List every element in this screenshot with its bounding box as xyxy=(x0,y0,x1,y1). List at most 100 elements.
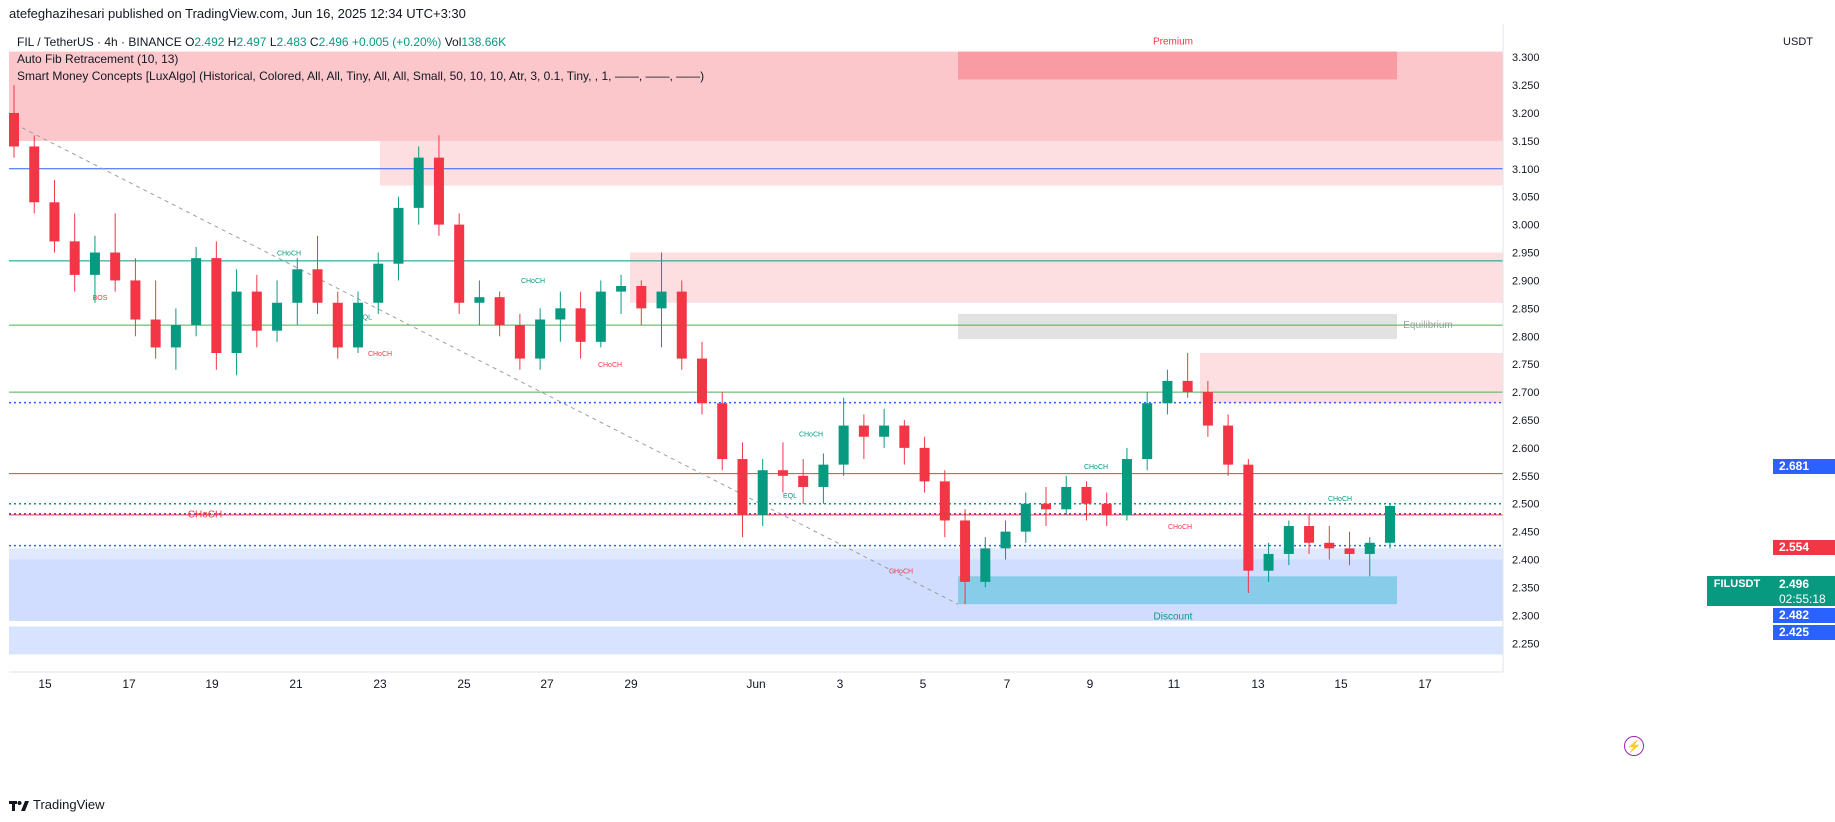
structure-label: CHoCH xyxy=(1168,524,1192,531)
price-tick-label: 2.800 xyxy=(1512,331,1540,343)
candle-body xyxy=(251,291,262,331)
last-price-label: 2.496 xyxy=(1779,577,1810,591)
candle-body xyxy=(1142,403,1153,460)
zone-premium xyxy=(9,51,1503,141)
candle-body xyxy=(1041,503,1051,510)
order-block xyxy=(958,576,1397,605)
candle-body xyxy=(879,425,890,437)
candle-body xyxy=(1162,380,1173,404)
legend-low: L2.483 xyxy=(269,35,307,49)
structure-label: CHoCH xyxy=(598,362,622,369)
candle-body xyxy=(312,269,323,303)
price-tick-label: 2.300 xyxy=(1512,610,1540,622)
publish-info: atefeghazihesari published on TradingVie… xyxy=(9,6,466,21)
candle-body xyxy=(858,425,869,437)
price-tick-label: 2.600 xyxy=(1512,443,1540,455)
candle-body xyxy=(150,319,161,348)
candle-body xyxy=(29,146,40,203)
candle-body xyxy=(939,481,950,521)
candle-body xyxy=(1385,505,1395,543)
order-block xyxy=(9,548,1503,560)
structure-label: CHoCH xyxy=(889,568,913,575)
candle-body xyxy=(332,302,343,348)
premium-label: Premium xyxy=(1153,36,1193,47)
candle-body xyxy=(1263,553,1274,571)
levels-layer: Premium Equilibrium Discount CHoCH BOS EQL CHo… xyxy=(9,36,1503,622)
candle-body xyxy=(110,252,121,281)
candle-body xyxy=(1121,459,1132,515)
candle-body xyxy=(575,308,586,342)
candle-body xyxy=(272,302,283,331)
candle-body xyxy=(373,263,384,303)
time-axis: 15 17 19 21 23 25 27 29 Jun 3 5 7 9 11 13 15 17 xyxy=(9,671,1503,691)
legend-symbol: FIL / TetherUS · 4h · BINANCE xyxy=(17,35,182,49)
candle-body xyxy=(636,286,647,309)
price-tick-label: 3.050 xyxy=(1512,192,1540,204)
price-tick-label: 2.700 xyxy=(1512,387,1540,399)
candle-body xyxy=(211,258,222,353)
price-label-2482: 2.482 xyxy=(1773,608,1835,623)
time-tick-label: 27 xyxy=(540,677,554,691)
candle-body xyxy=(1000,531,1011,549)
structure-label: CHoCH xyxy=(799,432,823,439)
legend-open: O2.492 xyxy=(185,35,225,49)
candle-body xyxy=(130,280,141,320)
candle-body xyxy=(1061,486,1072,510)
candle-body xyxy=(1081,486,1092,504)
candle-body xyxy=(1182,380,1193,393)
structure-label: CHoCH xyxy=(188,510,222,521)
price-tick-label: 2.250 xyxy=(1512,638,1540,650)
footer-brand: TradingView xyxy=(9,797,105,812)
candle-body xyxy=(838,425,849,465)
price-tick-label: 3.150 xyxy=(1512,136,1540,148)
price-tick-label: 3.250 xyxy=(1512,80,1540,92)
structure-label: CHoCH xyxy=(521,278,545,285)
price-tick-label: 3.200 xyxy=(1512,108,1540,120)
time-tick-label: Jun xyxy=(746,677,765,691)
candle-body xyxy=(676,291,687,359)
candle-body xyxy=(1202,392,1213,426)
candle-body xyxy=(292,269,303,303)
legend-volume: Vol138.66K xyxy=(444,35,507,49)
structure-label: CHoCH xyxy=(277,250,301,257)
legend-smc-indicator[interactable]: Smart Money Concepts [LuxAlgo] (Historic… xyxy=(17,69,705,83)
candle-body xyxy=(1304,526,1315,543)
candle-body xyxy=(757,470,768,515)
tradingview-logo-icon xyxy=(9,800,29,811)
time-tick-label: 19 xyxy=(205,677,219,691)
candle-body xyxy=(777,470,788,476)
legend-high: H2.497 xyxy=(227,35,267,49)
candle-body xyxy=(1283,526,1294,554)
candle-body xyxy=(1243,464,1254,571)
legend-ohlc: FIL / TetherUS · 4h · BINANCE O2.492 H2.… xyxy=(17,35,506,49)
candle-body xyxy=(555,308,566,320)
time-tick-label: 7 xyxy=(1004,677,1011,691)
candle-body xyxy=(595,291,606,342)
price-tick-label: 2.900 xyxy=(1512,275,1540,287)
order-block xyxy=(630,252,1503,303)
order-block xyxy=(9,626,1503,655)
chart-area[interactable]: Premium Equilibrium Discount CHoCH BOS EQL CHo… xyxy=(0,24,1835,792)
candle-body xyxy=(1364,542,1375,554)
price-tick-label: 2.400 xyxy=(1512,555,1540,567)
time-tick-label: 11 xyxy=(1168,677,1181,691)
structure-label: EQL xyxy=(783,493,797,500)
order-block xyxy=(958,51,1397,80)
candle-body xyxy=(535,319,546,359)
legend-fib-indicator[interactable]: Auto Fib Retracement (10, 13) xyxy=(17,52,179,66)
structure-label: CHoCH xyxy=(368,351,392,358)
candle-body xyxy=(231,291,242,353)
candle-body xyxy=(899,425,910,448)
price-tick-label: 2.850 xyxy=(1512,303,1540,315)
price-tick-label: 2.950 xyxy=(1512,248,1540,260)
lightning-icon[interactable]: ⚡ xyxy=(1624,736,1644,756)
structure-label: EQL xyxy=(358,315,372,322)
candle-body xyxy=(1101,503,1112,515)
candle-body xyxy=(353,302,363,348)
zone-equilibrium xyxy=(958,313,1397,340)
candle-body xyxy=(798,475,809,487)
candle-body xyxy=(697,358,707,404)
candle-body xyxy=(656,291,667,309)
price-tick-label: 2.550 xyxy=(1512,471,1540,483)
structure-label: BOS xyxy=(93,295,108,302)
